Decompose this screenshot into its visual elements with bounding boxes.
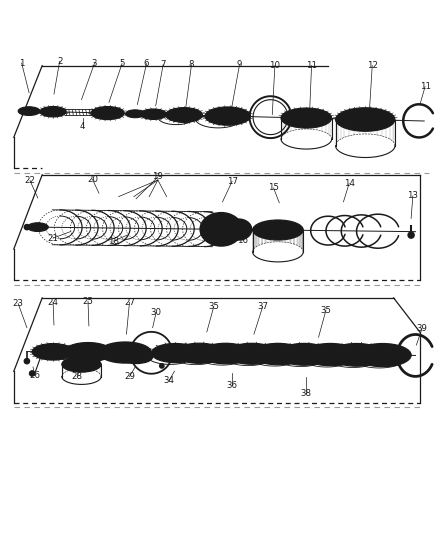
- Ellipse shape: [62, 357, 101, 372]
- Text: 16: 16: [237, 236, 248, 245]
- Ellipse shape: [239, 349, 265, 359]
- Ellipse shape: [303, 343, 358, 366]
- Ellipse shape: [317, 349, 344, 360]
- Text: 21: 21: [48, 233, 59, 243]
- Text: 26: 26: [29, 371, 40, 380]
- Text: 22: 22: [25, 176, 35, 185]
- Ellipse shape: [107, 345, 144, 360]
- Text: 9: 9: [237, 60, 242, 69]
- Text: 8: 8: [189, 60, 194, 69]
- Text: 38: 38: [301, 389, 312, 398]
- Ellipse shape: [290, 349, 318, 360]
- Text: 10: 10: [269, 61, 280, 70]
- Circle shape: [24, 224, 29, 230]
- Ellipse shape: [215, 111, 241, 122]
- Text: 35: 35: [208, 302, 219, 311]
- Text: 13: 13: [407, 191, 418, 200]
- Text: 18: 18: [108, 237, 119, 246]
- Ellipse shape: [251, 343, 304, 365]
- Ellipse shape: [126, 110, 145, 118]
- Ellipse shape: [166, 108, 202, 123]
- Ellipse shape: [25, 109, 33, 113]
- Ellipse shape: [40, 107, 66, 117]
- Text: 7: 7: [160, 60, 166, 69]
- Text: 20: 20: [87, 175, 98, 184]
- Ellipse shape: [162, 348, 188, 358]
- Text: 24: 24: [48, 298, 59, 307]
- Ellipse shape: [265, 349, 291, 359]
- Text: 11: 11: [306, 61, 317, 70]
- Text: 29: 29: [124, 372, 135, 381]
- Ellipse shape: [328, 343, 385, 366]
- Text: 1: 1: [19, 59, 25, 68]
- Text: 2: 2: [57, 57, 62, 66]
- Text: 34: 34: [163, 376, 174, 385]
- Ellipse shape: [343, 349, 371, 360]
- Ellipse shape: [200, 343, 251, 364]
- Ellipse shape: [226, 343, 278, 364]
- Text: 15: 15: [268, 183, 279, 192]
- Ellipse shape: [200, 213, 242, 246]
- Ellipse shape: [205, 107, 251, 125]
- Ellipse shape: [174, 343, 225, 364]
- Ellipse shape: [253, 220, 303, 240]
- Ellipse shape: [336, 108, 395, 131]
- Text: 25: 25: [82, 297, 94, 306]
- Text: 6: 6: [144, 59, 149, 68]
- Ellipse shape: [354, 344, 411, 367]
- Text: 11: 11: [420, 82, 431, 91]
- Ellipse shape: [141, 109, 166, 119]
- Ellipse shape: [125, 353, 147, 361]
- Text: 4: 4: [80, 122, 85, 131]
- Ellipse shape: [43, 348, 63, 356]
- Ellipse shape: [207, 219, 235, 240]
- Ellipse shape: [71, 345, 105, 359]
- Circle shape: [29, 371, 35, 376]
- Text: 14: 14: [343, 179, 355, 188]
- Text: 19: 19: [152, 173, 163, 182]
- Text: 37: 37: [257, 302, 268, 311]
- Ellipse shape: [281, 108, 332, 128]
- Ellipse shape: [27, 223, 48, 231]
- Text: 28: 28: [71, 372, 83, 381]
- Circle shape: [408, 232, 414, 238]
- Ellipse shape: [213, 349, 238, 359]
- Ellipse shape: [32, 343, 74, 360]
- Ellipse shape: [187, 348, 212, 358]
- Ellipse shape: [120, 351, 152, 364]
- Circle shape: [24, 359, 29, 364]
- Text: 12: 12: [367, 61, 378, 70]
- Text: 39: 39: [417, 324, 427, 333]
- Text: 35: 35: [321, 305, 332, 314]
- Text: 17: 17: [226, 177, 237, 186]
- Circle shape: [159, 364, 164, 368]
- Text: 27: 27: [124, 298, 135, 307]
- Text: 36: 36: [226, 381, 237, 390]
- Ellipse shape: [132, 112, 139, 115]
- Text: 3: 3: [92, 59, 97, 68]
- Ellipse shape: [101, 110, 115, 116]
- Ellipse shape: [99, 342, 151, 363]
- Ellipse shape: [277, 343, 331, 365]
- Ellipse shape: [64, 343, 112, 362]
- Ellipse shape: [91, 107, 124, 119]
- Ellipse shape: [18, 107, 40, 116]
- Ellipse shape: [226, 219, 252, 240]
- Ellipse shape: [151, 343, 199, 362]
- Ellipse shape: [48, 110, 58, 114]
- Text: 5: 5: [119, 59, 125, 68]
- Text: 30: 30: [151, 308, 162, 317]
- Text: 23: 23: [13, 299, 24, 308]
- Ellipse shape: [176, 112, 192, 118]
- Ellipse shape: [368, 349, 397, 361]
- Ellipse shape: [148, 112, 159, 116]
